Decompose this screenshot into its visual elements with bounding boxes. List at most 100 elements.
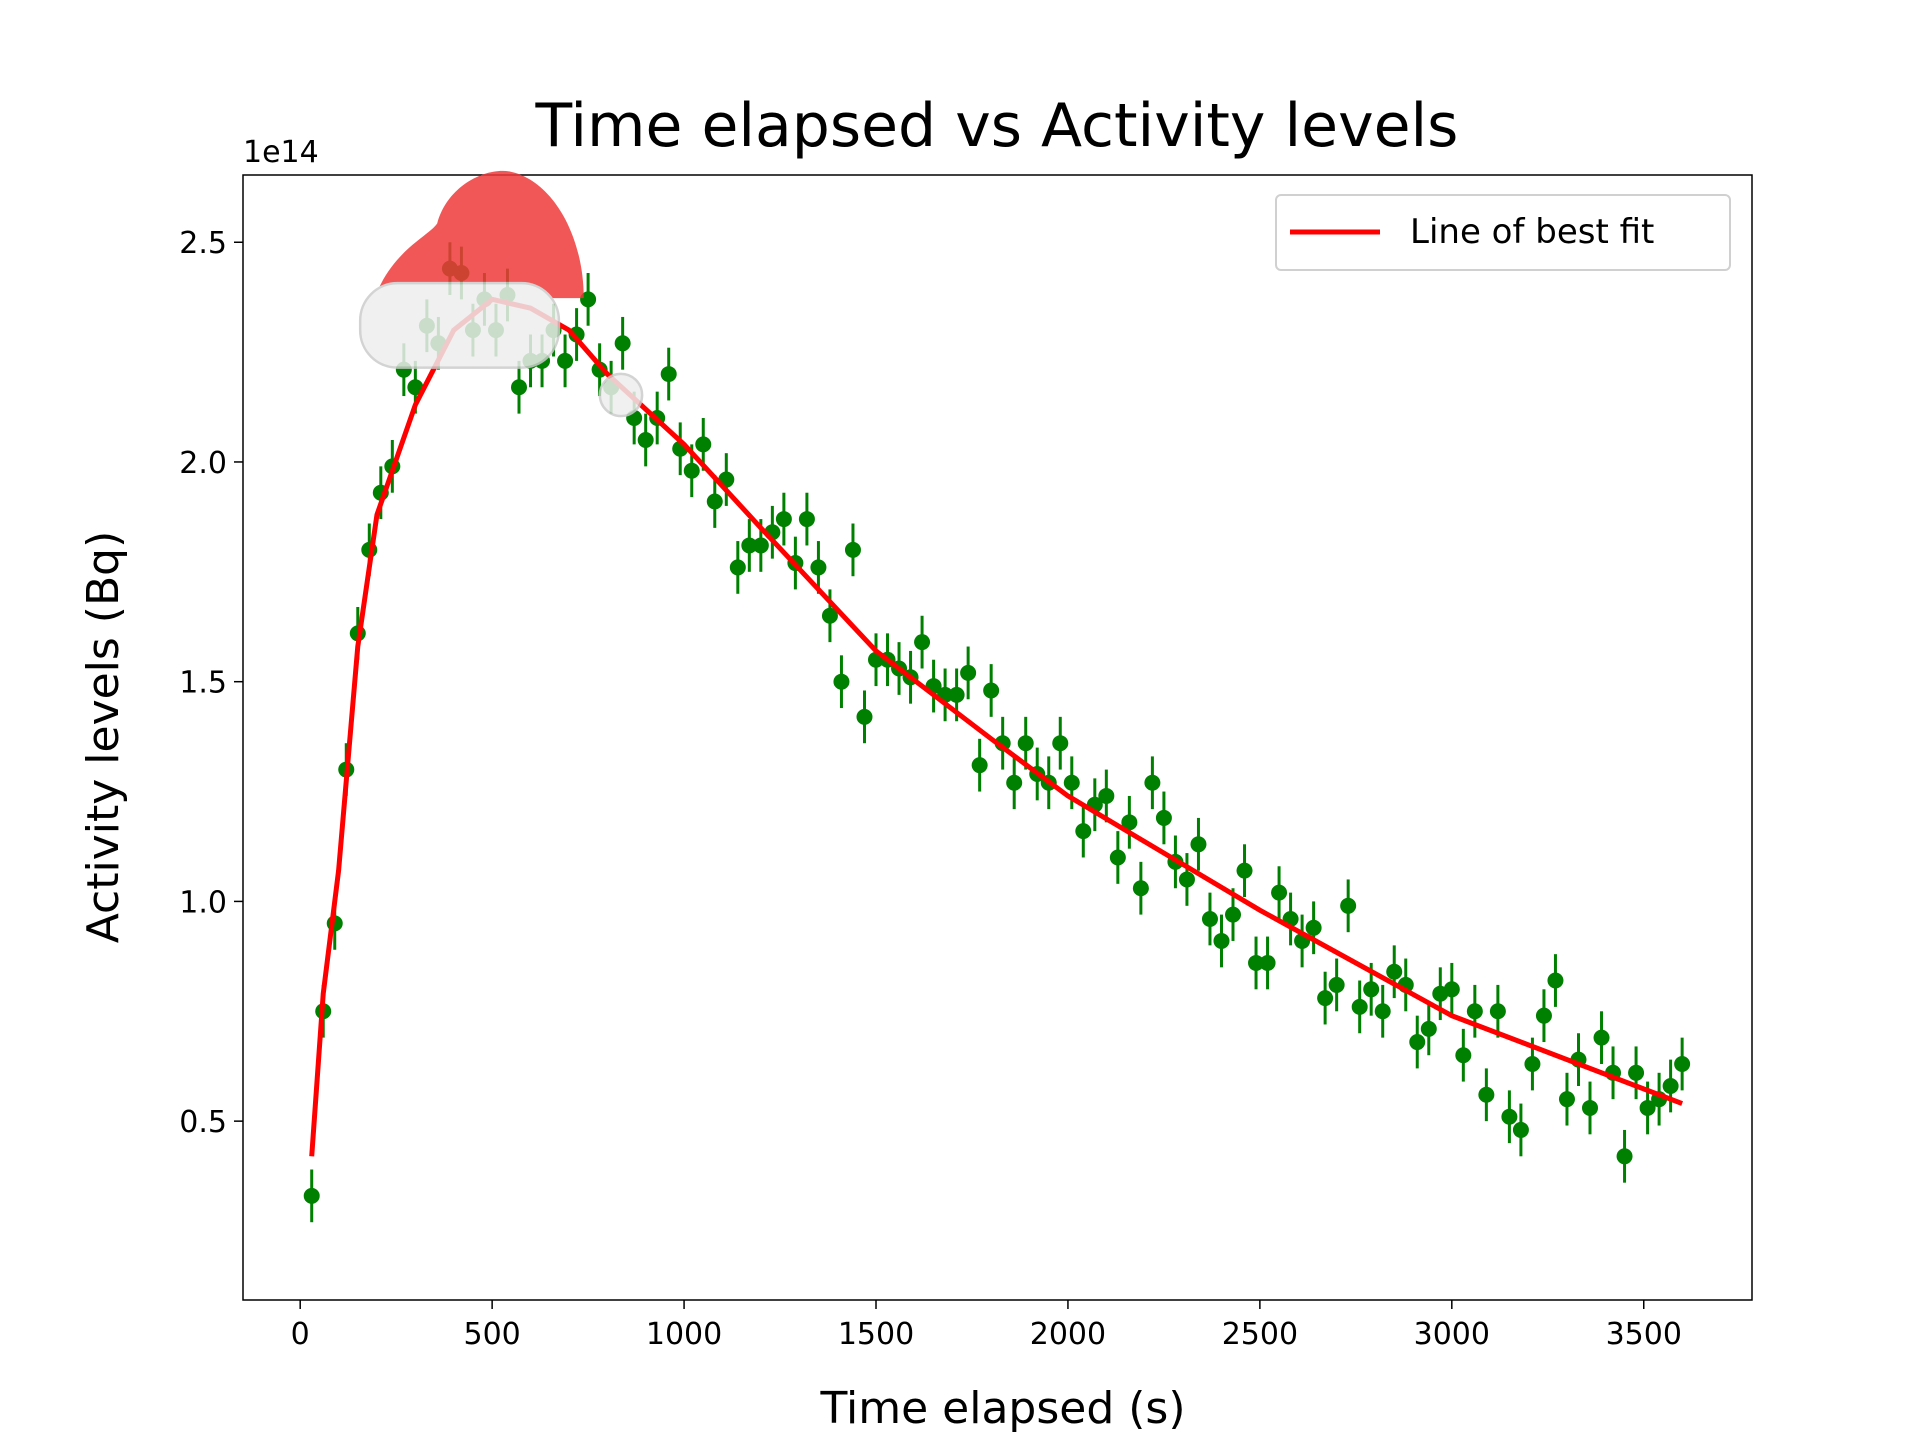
data-point xyxy=(580,291,597,308)
data-point xyxy=(833,673,850,690)
data-point xyxy=(775,511,792,528)
data-point xyxy=(1501,1108,1518,1125)
data-point xyxy=(821,607,838,624)
data-point xyxy=(983,682,1000,699)
data-point xyxy=(407,379,424,396)
x-axis-label: Time elapsed (s) xyxy=(819,1383,1185,1434)
data-point xyxy=(1478,1086,1495,1103)
data-point xyxy=(1616,1148,1633,1165)
hat-pompom xyxy=(598,372,644,418)
data-point xyxy=(798,511,815,528)
x-tick-label: 3000 xyxy=(1414,1317,1490,1352)
y-offset-label: 1e14 xyxy=(243,135,319,170)
data-point xyxy=(1006,774,1023,791)
data-point xyxy=(856,708,873,725)
x-tick-label: 1500 xyxy=(838,1317,914,1352)
data-point xyxy=(1225,906,1242,923)
data-point xyxy=(1201,910,1218,927)
hat-body xyxy=(378,170,584,299)
data-point xyxy=(1639,1099,1656,1116)
data-point xyxy=(683,462,700,479)
data-point xyxy=(1466,1003,1483,1020)
x-tick-label: 2500 xyxy=(1222,1317,1298,1352)
y-axis-label: Activity levels (Bq) xyxy=(78,531,129,944)
data-point xyxy=(1351,998,1368,1015)
hat-brim xyxy=(358,281,561,369)
data-point xyxy=(1075,823,1092,840)
data-point xyxy=(1271,884,1288,901)
data-point xyxy=(741,537,758,554)
data-point xyxy=(1109,849,1126,866)
data-point xyxy=(1017,735,1034,752)
data-point xyxy=(1443,981,1460,998)
data-point xyxy=(1420,1020,1437,1037)
fit-line xyxy=(309,296,1684,1157)
axes-frame xyxy=(242,174,1753,1301)
data-point xyxy=(660,366,677,383)
data-point xyxy=(1374,1003,1391,1020)
data-point xyxy=(303,1187,320,1204)
x-tick-label: 0 xyxy=(291,1317,310,1352)
data-point xyxy=(1363,981,1380,998)
data-point xyxy=(971,757,988,774)
data-point xyxy=(1674,1056,1691,1073)
data-point xyxy=(706,493,723,510)
data-point xyxy=(1455,1047,1472,1064)
data-point xyxy=(591,361,608,378)
data-point xyxy=(1524,1056,1541,1073)
data-point xyxy=(1593,1029,1610,1046)
data-point xyxy=(637,431,654,448)
data-point xyxy=(1386,963,1403,980)
data-point xyxy=(695,436,712,453)
data-point xyxy=(557,352,574,369)
legend-box xyxy=(1275,194,1731,271)
data-point xyxy=(1213,932,1230,949)
data-point xyxy=(1178,871,1195,888)
decoration-hat xyxy=(358,170,644,418)
data-point xyxy=(729,559,746,576)
legend-label: Line of best fit xyxy=(1410,212,1654,252)
data-point xyxy=(1512,1121,1529,1138)
data-point xyxy=(1052,735,1069,752)
data-point xyxy=(1248,954,1265,971)
data-point xyxy=(614,335,631,352)
data-point xyxy=(1582,1099,1599,1116)
data-point xyxy=(568,326,585,343)
y-tick-label: 2.5 xyxy=(179,226,227,261)
data-point xyxy=(1535,1007,1552,1024)
data-point xyxy=(1328,976,1345,993)
data-point xyxy=(1259,954,1276,971)
data-point xyxy=(1558,1091,1575,1108)
data-point xyxy=(1628,1064,1645,1081)
data-point xyxy=(1144,774,1161,791)
x-tick-label: 500 xyxy=(463,1317,520,1352)
data-point xyxy=(1132,880,1149,897)
data-point xyxy=(1098,787,1115,804)
data-point xyxy=(1190,836,1207,853)
x-tick-label: 2000 xyxy=(1030,1317,1106,1352)
y-tick-label: 1.0 xyxy=(179,885,227,920)
x-tick-label: 3500 xyxy=(1606,1317,1682,1352)
data-point xyxy=(1063,774,1080,791)
y-tick-label: 1.5 xyxy=(179,666,227,701)
data-point xyxy=(1317,990,1334,1007)
data-point xyxy=(1662,1077,1679,1094)
data-point xyxy=(844,541,861,558)
data-point xyxy=(1409,1034,1426,1051)
data-point xyxy=(1121,814,1138,831)
x-tick-label: 1000 xyxy=(646,1317,722,1352)
data-point xyxy=(1547,972,1564,989)
data-point xyxy=(1489,1003,1506,1020)
data-point xyxy=(914,634,931,651)
y-tick-label: 0.5 xyxy=(179,1105,227,1140)
data-point xyxy=(1236,862,1253,879)
data-point xyxy=(1155,809,1172,826)
data-point xyxy=(752,537,769,554)
data-point xyxy=(960,664,977,681)
data-point xyxy=(1305,919,1322,936)
data-point xyxy=(810,559,827,576)
data-point xyxy=(511,379,528,396)
data-point xyxy=(1340,897,1357,914)
